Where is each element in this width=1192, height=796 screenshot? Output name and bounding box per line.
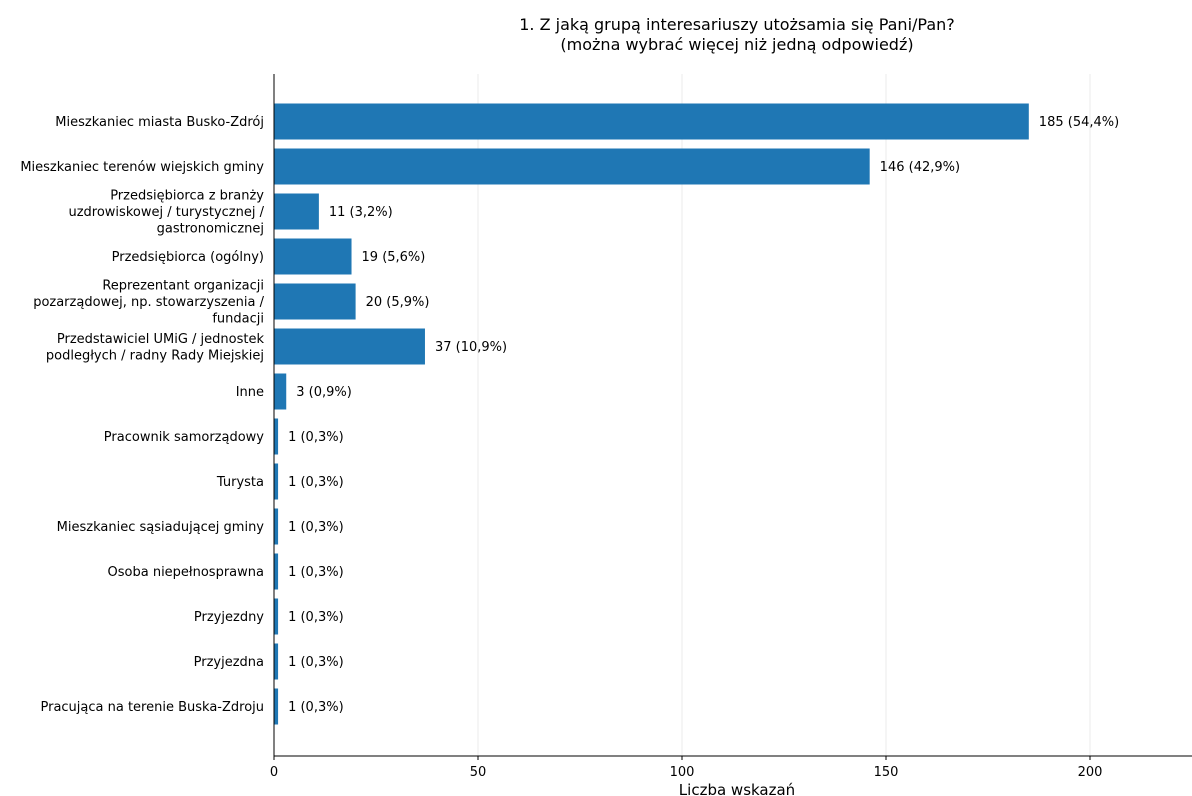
bar [274, 508, 279, 545]
category-label: Turysta [216, 475, 264, 490]
bar [274, 238, 352, 275]
category-label: Mieszkaniec sąsiadującej gminy [57, 520, 265, 535]
category-label: Przyjezdna [194, 655, 264, 670]
category-label: Mieszkaniec miasta Busko-Zdrój [55, 115, 264, 130]
bar [274, 103, 1029, 140]
bars [274, 103, 1029, 725]
x-tick-label: 150 [874, 765, 899, 780]
x-tick-label: 50 [470, 765, 487, 780]
chart-title-line: 1. Z jaką grupą interesariuszy utożsamia… [519, 15, 955, 34]
value-label: 37 (10,9%) [435, 340, 507, 355]
category-label: Pracownik samorządowy [104, 430, 264, 445]
value-label: 3 (0,9%) [296, 385, 352, 400]
chart-title-line: (można wybrać więcej niż jedną odpowiedź… [560, 35, 913, 54]
value-label: 185 (54,4%) [1039, 115, 1119, 130]
bar [274, 418, 279, 455]
value-label: 1 (0,3%) [288, 520, 344, 535]
category-labels: Mieszkaniec miasta Busko-Zdrój Mieszkanie… [20, 115, 264, 715]
bar [274, 283, 356, 320]
value-label: 11 (3,2%) [329, 205, 393, 220]
category-label: Przedsiębiorca (ogólny) [112, 250, 264, 265]
bar [274, 148, 870, 185]
category-label: Pracująca na terenie Buska-Zdroju [40, 700, 264, 715]
x-tick-label: 200 [1078, 765, 1103, 780]
value-label: 1 (0,3%) [288, 430, 344, 445]
category-label: Osoba niepełnosprawna [108, 565, 264, 580]
bar [274, 643, 279, 680]
bar [274, 463, 279, 500]
bar [274, 553, 279, 590]
bar [274, 688, 279, 725]
chart-title: 1. Z jaką grupą interesariuszy utożsamia… [519, 15, 955, 54]
grid-lines [477, 74, 1091, 756]
value-label: 19 (5,6%) [362, 250, 426, 265]
value-label: 1 (0,3%) [288, 475, 344, 490]
axes [273, 74, 1192, 757]
bar [274, 328, 425, 365]
bar [274, 373, 287, 410]
x-axis-label: Liczba wskazań [679, 781, 795, 796]
bar [274, 598, 279, 635]
x-ticks: 0 50 100 150 200 [270, 756, 1103, 780]
value-label: 146 (42,9%) [880, 160, 960, 175]
value-label: 1 (0,3%) [288, 700, 344, 715]
category-label: Inne [236, 385, 264, 400]
value-label: 20 (5,9%) [366, 295, 430, 310]
category-label: Mieszkaniec terenów wiejskich gminy [20, 160, 264, 175]
category-label: Przedsiębiorca z branży uzdrowiskowej / t… [68, 189, 264, 237]
value-label: 1 (0,3%) [288, 565, 344, 580]
value-label: 1 (0,3%) [288, 610, 344, 625]
x-tick-label: 0 [270, 765, 278, 780]
value-labels: 185 (54,4%) 146 (42,9%) 11 (3,2%) 19 (5,6%)… [288, 115, 1119, 715]
category-label: Przedstawiciel UMiG / jednostek podległyc… [46, 332, 265, 364]
category-label: Przyjezdny [194, 610, 264, 625]
x-tick-label: 100 [670, 765, 695, 780]
value-label: 1 (0,3%) [288, 655, 344, 670]
category-label: Reprezentant organizacji pozarządowej, np… [33, 279, 264, 327]
bar [274, 193, 319, 230]
